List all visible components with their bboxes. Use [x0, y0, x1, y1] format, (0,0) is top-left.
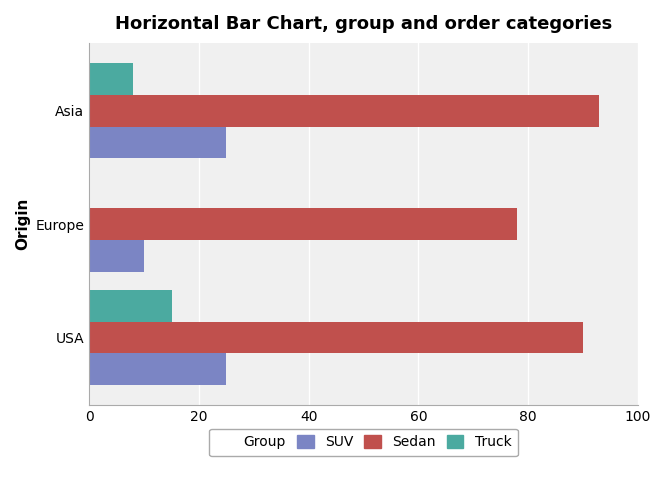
- Bar: [89, 95, 599, 126]
- Legend: Group, SUV, Sedan, Truck: Group, SUV, Sedan, Truck: [209, 428, 518, 456]
- Bar: [89, 290, 172, 322]
- Bar: [89, 240, 144, 272]
- Y-axis label: Origin: Origin: [15, 198, 30, 250]
- Bar: [89, 208, 517, 240]
- Title: Horizontal Bar Chart, group and order categories: Horizontal Bar Chart, group and order ca…: [115, 15, 612, 33]
- Bar: [89, 322, 583, 353]
- Bar: [89, 126, 226, 158]
- X-axis label: Frequency: Frequency: [319, 430, 408, 445]
- Bar: [89, 353, 226, 385]
- Bar: [89, 64, 133, 95]
